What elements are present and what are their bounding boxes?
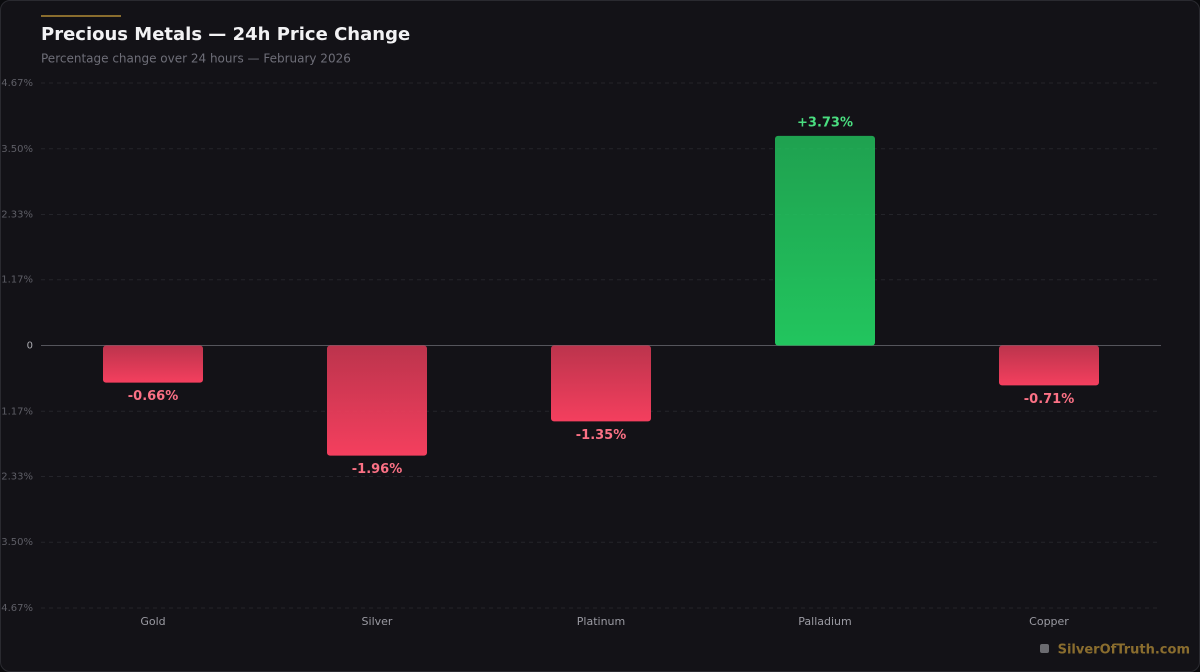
- bar: [551, 345, 651, 422]
- x-tick-label: Silver: [362, 615, 393, 628]
- y-tick-label: 0: [27, 341, 33, 352]
- value-label: -1.96%: [352, 462, 403, 477]
- value-label: -1.35%: [576, 428, 627, 443]
- value-label: -0.71%: [1024, 392, 1075, 407]
- y-tick-label: 1.17%: [1, 275, 33, 286]
- y-tick-label: -2.33%: [1, 471, 33, 482]
- value-label: -0.66%: [128, 389, 179, 404]
- chart-title: Precious Metals — 24h Price Change: [41, 24, 410, 45]
- y-tick-label: 4.67%: [1, 78, 33, 89]
- y-tick-label: -3.50%: [1, 537, 33, 548]
- x-tick-label: Gold: [140, 615, 165, 628]
- chart-subtitle: Percentage change over 24 hours — Februa…: [41, 52, 351, 66]
- bar: [103, 345, 203, 383]
- x-tick-label: Palladium: [798, 615, 851, 628]
- y-tick-label: -4.67%: [1, 603, 33, 614]
- bar: [327, 345, 427, 456]
- bar: [775, 135, 875, 346]
- y-tick-label: 3.50%: [1, 144, 33, 155]
- value-label: +3.73%: [797, 115, 853, 130]
- y-tick-label: -1.17%: [1, 406, 33, 417]
- x-tick-label: Copper: [1029, 615, 1069, 628]
- y-tick-label: 2.33%: [1, 210, 33, 221]
- watermark: SilverOfTruth.com: [1058, 643, 1190, 658]
- bar: [999, 345, 1099, 386]
- watermark-icon: [1040, 644, 1049, 653]
- x-tick-label: Platinum: [577, 615, 625, 628]
